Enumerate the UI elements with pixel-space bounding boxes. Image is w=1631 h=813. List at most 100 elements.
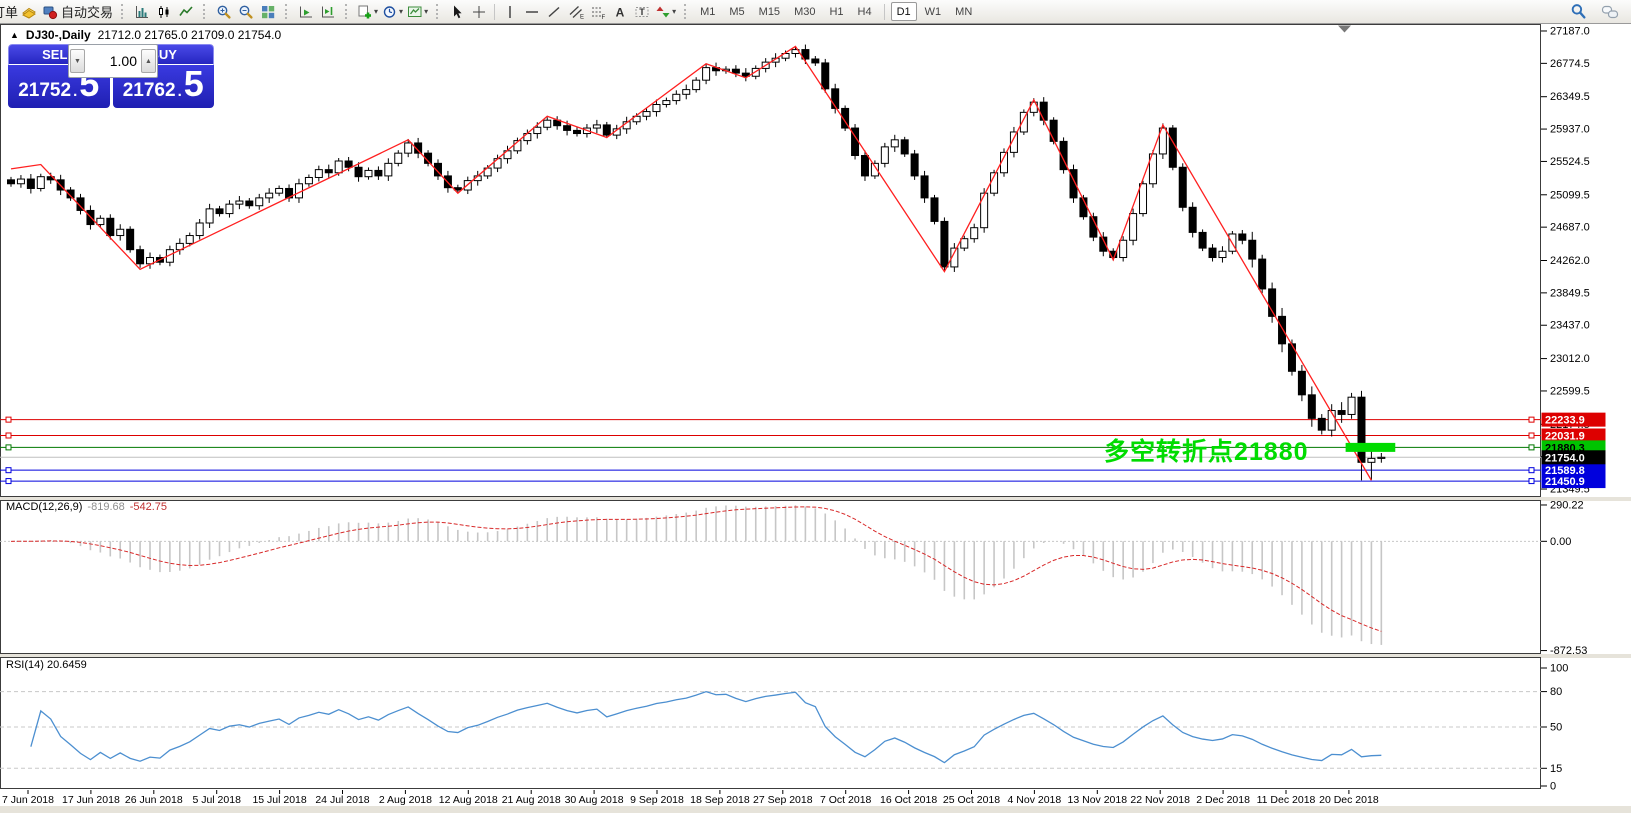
zoom-out-button[interactable] bbox=[235, 2, 257, 22]
svg-text:22 Nov 2018: 22 Nov 2018 bbox=[1130, 794, 1190, 806]
chart-shift-button[interactable] bbox=[317, 2, 339, 22]
price-axis-labels: 22233.922031.921880.321589.821450.921754… bbox=[1541, 412, 1606, 489]
zoom-in-button[interactable] bbox=[213, 2, 235, 22]
svg-text:2 Aug 2018: 2 Aug 2018 bbox=[379, 794, 432, 806]
clock-icon bbox=[383, 5, 396, 18]
toolbar-separator bbox=[883, 3, 885, 20]
new-order-button[interactable]: 订单 bbox=[0, 2, 18, 22]
timeframe-H1-button[interactable]: H1 bbox=[823, 2, 849, 21]
chart-shift-marker[interactable] bbox=[1338, 25, 1351, 33]
svg-text:27 Sep 2018: 27 Sep 2018 bbox=[753, 794, 813, 806]
arrows-button[interactable]: ▾ bbox=[653, 2, 678, 22]
autotrading-icon bbox=[43, 6, 58, 19]
equidistant-channel-button[interactable]: E bbox=[565, 2, 587, 22]
svg-text:-872.53: -872.53 bbox=[1550, 645, 1587, 657]
bar-chart-button[interactable] bbox=[131, 2, 153, 22]
chevron-down-icon: ▾ bbox=[399, 7, 404, 16]
new-chart-icon bbox=[358, 5, 372, 18]
svg-text:21450.9: 21450.9 bbox=[1545, 476, 1585, 488]
rsi-line bbox=[30, 690, 1382, 764]
autotrading-button[interactable]: 自动交易 bbox=[40, 2, 115, 22]
volume-increase-button[interactable]: ▲ bbox=[141, 49, 156, 73]
text-label-icon: T bbox=[635, 6, 649, 17]
svg-text:15 Jul 2018: 15 Jul 2018 bbox=[252, 794, 306, 806]
volume-decrease-button[interactable]: ▼ bbox=[70, 49, 85, 73]
svg-text:17 Jun 2018: 17 Jun 2018 bbox=[62, 794, 120, 806]
toolbar-separator bbox=[345, 4, 350, 19]
arrows-icon bbox=[656, 6, 670, 17]
svg-text:T: T bbox=[639, 7, 645, 17]
rsi-indicator-label: RSI(14) 20.6459 bbox=[6, 659, 87, 671]
chart-title: ▲ DJ30-,Daily 21712.0 21765.0 21709.0 21… bbox=[10, 28, 281, 42]
sell-price-dot: . bbox=[73, 83, 78, 100]
text-label-button[interactable]: T bbox=[631, 2, 653, 22]
timeframe-W1-button[interactable]: W1 bbox=[919, 2, 948, 21]
svg-text:100: 100 bbox=[1550, 663, 1568, 675]
svg-text:21754.0: 21754.0 bbox=[1545, 452, 1585, 464]
chevron-down-icon: ▾ bbox=[424, 7, 429, 16]
svg-text:18 Sep 2018: 18 Sep 2018 bbox=[690, 794, 750, 806]
svg-text:80: 80 bbox=[1550, 686, 1562, 698]
svg-text:F: F bbox=[602, 15, 606, 20]
chat-icon bbox=[1601, 5, 1619, 18]
text-button[interactable]: A bbox=[609, 2, 631, 22]
search-button[interactable] bbox=[1567, 2, 1589, 22]
auto-scroll-button[interactable] bbox=[295, 2, 317, 22]
tile-windows-button[interactable] bbox=[257, 2, 279, 22]
svg-text:E: E bbox=[580, 14, 584, 20]
svg-text:23437.0: 23437.0 bbox=[1550, 320, 1590, 332]
cursor-button[interactable] bbox=[446, 2, 468, 22]
toolbar-separator bbox=[684, 4, 689, 19]
svg-text:5 Jul 2018: 5 Jul 2018 bbox=[192, 794, 241, 806]
date-axis[interactable]: 7 Jun 2018 17 Jun 2018 26 Jun 2018 5 Jul 20… bbox=[2, 790, 1379, 806]
crosshair-button[interactable] bbox=[468, 2, 490, 22]
volume-stepper[interactable]: ▼ 1.00 ▲ bbox=[68, 44, 158, 78]
svg-text:26 Jun 2018: 26 Jun 2018 bbox=[125, 794, 183, 806]
toolbar-separator bbox=[436, 4, 441, 19]
svg-text:20 Dec 2018: 20 Dec 2018 bbox=[1319, 794, 1379, 806]
horizontal-line-button[interactable] bbox=[521, 2, 543, 22]
svg-text:22599.5: 22599.5 bbox=[1550, 385, 1590, 397]
auto-scroll-icon bbox=[300, 6, 313, 17]
line-chart-button[interactable] bbox=[175, 2, 197, 22]
svg-text:13 Nov 2018: 13 Nov 2018 bbox=[1068, 794, 1128, 806]
history-center-button[interactable] bbox=[18, 2, 40, 22]
macd-indicator-label: MACD(12,26,9) -819.68 -542.75 bbox=[6, 501, 167, 513]
chat-button[interactable] bbox=[1599, 2, 1621, 22]
timeframe-M5-button[interactable]: M5 bbox=[723, 2, 750, 21]
pivot-annotation-text[interactable]: 多空转折点21880 bbox=[1104, 438, 1309, 466]
rsi-axis: 100 80 50 15 0 bbox=[1541, 663, 1568, 793]
collapse-panel-arrow[interactable]: ▲ bbox=[10, 30, 19, 40]
svg-text:0: 0 bbox=[1550, 781, 1556, 793]
zigzag-line[interactable] bbox=[10, 45, 1372, 481]
svg-text:4 Nov 2018: 4 Nov 2018 bbox=[1008, 794, 1062, 806]
chart-ohlc-values: 21712.0 21765.0 21709.0 21754.0 bbox=[97, 28, 282, 42]
history-center-icon bbox=[22, 7, 36, 19]
svg-text:26774.5: 26774.5 bbox=[1550, 58, 1590, 70]
timeframe-M15-button[interactable]: M15 bbox=[753, 2, 786, 21]
trendline-button[interactable] bbox=[543, 2, 565, 22]
fibonacci-button[interactable]: F bbox=[587, 2, 609, 22]
svg-text:7 Jun 2018: 7 Jun 2018 bbox=[2, 794, 54, 806]
candlestick-chart-button[interactable] bbox=[153, 2, 175, 22]
new-chart-button[interactable]: ▾ bbox=[355, 2, 380, 22]
tile-windows-icon bbox=[262, 5, 275, 18]
periods-button[interactable]: ▾ bbox=[380, 2, 405, 22]
cursor-icon bbox=[454, 5, 462, 18]
templates-button[interactable]: ▾ bbox=[405, 2, 430, 22]
timeframe-MN-button[interactable]: MN bbox=[949, 2, 978, 21]
macd-name: MACD(12,26,9) bbox=[6, 501, 83, 513]
timeframe-M1-button[interactable]: M1 bbox=[694, 2, 721, 21]
timeframe-D1-button[interactable]: D1 bbox=[890, 2, 917, 21]
svg-text:24262.0: 24262.0 bbox=[1550, 255, 1590, 267]
vertical-line-button[interactable] bbox=[499, 2, 521, 22]
svg-text:22031.9: 22031.9 bbox=[1545, 430, 1585, 442]
timeframe-H4-button[interactable]: H4 bbox=[852, 2, 878, 21]
pivot-marker-bar[interactable] bbox=[1345, 442, 1396, 452]
level-lines[interactable] bbox=[0, 416, 1541, 485]
timeframe-M30-button[interactable]: M30 bbox=[788, 2, 821, 21]
svg-text:A: A bbox=[616, 5, 625, 19]
svg-text:2 Dec 2018: 2 Dec 2018 bbox=[1196, 794, 1250, 806]
templates-icon bbox=[408, 6, 422, 17]
